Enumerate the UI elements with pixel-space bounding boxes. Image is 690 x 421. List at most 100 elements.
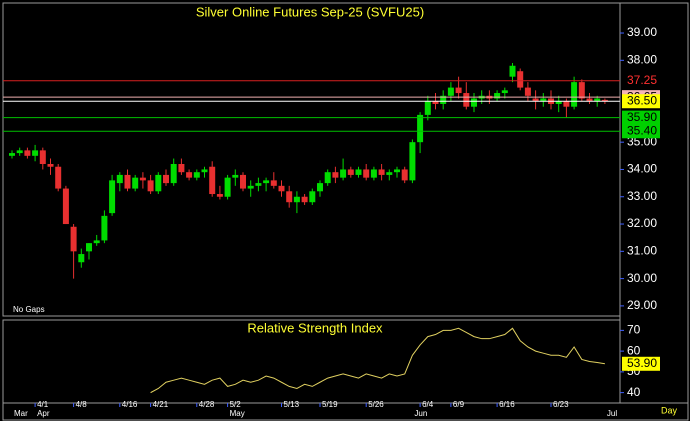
candle-body xyxy=(409,142,416,181)
candle-body xyxy=(293,196,300,203)
x-tick-label: 4/1 xyxy=(37,400,49,409)
level-label: 35.40 xyxy=(627,123,657,137)
date-axis xyxy=(2,402,689,421)
candle-body xyxy=(601,99,608,102)
rsi-tick-label: 60 xyxy=(627,343,641,357)
candle-body xyxy=(532,98,539,102)
candle-body xyxy=(47,164,54,167)
rsi-value-label: 53.90 xyxy=(627,356,657,370)
candle-body xyxy=(394,169,400,173)
level-label: 36.50 xyxy=(627,93,657,107)
candle-body xyxy=(471,98,477,107)
candle-body xyxy=(363,169,370,178)
candle-body xyxy=(432,101,439,104)
month-label: May xyxy=(230,409,245,418)
price-panel xyxy=(2,2,621,317)
candle-body xyxy=(24,150,31,156)
candle-body xyxy=(386,172,393,175)
candle-body xyxy=(555,101,562,104)
y-tick-label: 29.00 xyxy=(627,298,657,312)
candle-body xyxy=(55,166,62,189)
x-tick-label: 6/4 xyxy=(422,400,434,409)
candle-body xyxy=(39,150,46,165)
candle-body xyxy=(540,98,547,102)
candle-body xyxy=(16,150,23,154)
candle-body xyxy=(317,183,323,192)
candle-body xyxy=(378,169,385,175)
candle-body xyxy=(147,180,154,192)
rsi-tick-label: 40 xyxy=(627,385,641,399)
candle-body xyxy=(494,93,501,99)
level-label-box xyxy=(622,124,660,139)
candle-body xyxy=(309,191,316,203)
candle-body xyxy=(370,169,377,178)
y-tick-label: 38.00 xyxy=(627,52,657,66)
candle-body xyxy=(132,177,139,189)
candle-body xyxy=(270,180,277,186)
candle-body xyxy=(571,82,578,107)
chart-title: Silver Online Futures Sep-25 (SVFU25) xyxy=(196,4,424,19)
candle-body xyxy=(417,114,424,143)
candle-body xyxy=(62,188,69,225)
candle-body xyxy=(255,183,262,186)
x-tick-label: 4/28 xyxy=(199,400,215,409)
candle-body xyxy=(563,101,570,107)
right-axis xyxy=(619,2,689,404)
y-tick-label: 34.00 xyxy=(627,162,657,176)
candle-body xyxy=(240,174,246,189)
candle-body xyxy=(201,169,208,173)
candle-body xyxy=(178,164,185,173)
candle-body xyxy=(93,240,100,244)
rsi-value-box xyxy=(622,356,660,371)
level-label: 35.90 xyxy=(627,110,657,124)
month-label: Apr xyxy=(37,409,50,418)
candle-body xyxy=(594,98,601,102)
candle-body xyxy=(155,174,162,192)
y-tick-label: 30.00 xyxy=(627,271,657,285)
candle-body xyxy=(440,95,447,104)
rsi-line xyxy=(150,327,605,394)
x-tick-label: 6/23 xyxy=(553,400,569,409)
month-label: Jun xyxy=(414,409,427,418)
candle-body xyxy=(247,185,254,189)
rsi-panel xyxy=(2,319,621,404)
candle-body xyxy=(224,177,231,197)
candle-body xyxy=(455,87,462,94)
candle-body xyxy=(286,191,293,203)
candle-body xyxy=(78,254,85,263)
level-label-box xyxy=(622,110,660,125)
y-tick-label: 33.00 xyxy=(627,189,657,203)
candle-body xyxy=(501,90,508,94)
x-tick-label: 5/26 xyxy=(368,400,384,409)
candle-body xyxy=(586,98,593,102)
candle-body xyxy=(263,180,270,184)
candle-body xyxy=(70,226,77,252)
candle-body xyxy=(116,174,123,184)
candle-body xyxy=(278,185,285,192)
rsi-title: Relative Strength Index xyxy=(247,320,383,335)
x-tick-label: 6/9 xyxy=(453,400,465,409)
x-tick-label: 4/21 xyxy=(153,400,169,409)
x-tick-label: 4/16 xyxy=(122,400,138,409)
candle-body xyxy=(355,169,362,175)
month-label: Mar xyxy=(14,409,28,418)
candle-body xyxy=(401,169,408,181)
level-label-box xyxy=(622,94,660,109)
rsi-tick-label: 70 xyxy=(627,323,641,337)
candle-body xyxy=(9,153,15,156)
y-tick-label: 31.00 xyxy=(627,243,657,257)
candle-body xyxy=(517,71,524,88)
candle-body xyxy=(124,174,131,189)
candle-body xyxy=(163,174,169,184)
candle-body xyxy=(216,194,223,197)
candle-body xyxy=(86,243,92,252)
candle-body xyxy=(463,93,470,107)
x-tick-label: 4/8 xyxy=(76,400,88,409)
x-tick-label: 6/16 xyxy=(499,400,515,409)
candle-body xyxy=(301,196,308,203)
candle-body xyxy=(424,101,431,115)
candle-body xyxy=(332,172,339,178)
level-label-box xyxy=(622,73,660,88)
